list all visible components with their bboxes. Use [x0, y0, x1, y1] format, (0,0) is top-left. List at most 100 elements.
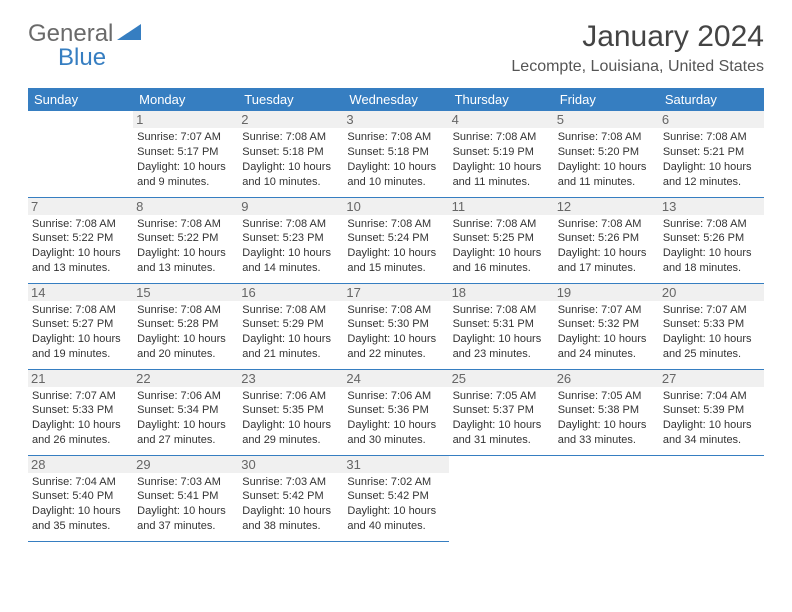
day-number: 28 — [28, 456, 133, 473]
calendar-cell: 23 Sunrise: 7:06 AMSunset: 5:35 PMDayligh… — [238, 369, 343, 455]
sunset-text: Sunset: 5:30 PM — [347, 317, 444, 332]
daylight1-text: Daylight: 10 hours — [558, 246, 655, 261]
calendar-cell: 14Sunrise: 7:08 AMSunset: 5:27 PMDayligh… — [28, 283, 133, 369]
day-header: Thursday — [449, 88, 554, 111]
calendar-cell: 22Sunrise: 7:06 AMSunset: 5:34 PMDayligh… — [133, 369, 238, 455]
sunset-text: Sunset: 5:34 PM — [137, 403, 234, 418]
daylight2-text: and 24 minutes. — [558, 347, 655, 362]
sunset-text: Sunset: 5:39 PM — [663, 403, 760, 418]
day-header: Wednesday — [343, 88, 448, 111]
calendar-cell: 19Sunrise: 7:07 AMSunset: 5:32 PMDayligh… — [554, 283, 659, 369]
day-number: 22 — [133, 370, 238, 387]
daylight2-text: and 27 minutes. — [137, 433, 234, 448]
day-number: 23 — [238, 370, 343, 387]
daylight2-text: and 35 minutes. — [32, 519, 129, 534]
sunrise-text: Sunrise: 7:02 AM — [347, 475, 444, 490]
sunrise-text: Sunrise: 7:05 AM — [453, 389, 550, 404]
daylight1-text: Daylight: 10 hours — [453, 418, 550, 433]
daylight1-text: Daylight: 10 hours — [137, 504, 234, 519]
daylight1-text: Daylight: 10 hours — [663, 246, 760, 261]
daylight2-text: and 20 minutes. — [137, 347, 234, 362]
sunset-text: Sunset: 5:22 PM — [137, 231, 234, 246]
sunset-text: Sunset: 5:33 PM — [32, 403, 129, 418]
sunset-text: Sunset: 5:41 PM — [137, 489, 234, 504]
sunset-text: Sunset: 5:42 PM — [242, 489, 339, 504]
day-number: 12 — [554, 198, 659, 215]
daylight1-text: Daylight: 10 hours — [242, 418, 339, 433]
sunrise-text: Sunrise: 7:08 AM — [453, 217, 550, 232]
month-title: January 2024 — [511, 20, 764, 54]
daylight2-text: and 37 minutes. — [137, 519, 234, 534]
day-number: 9 — [238, 198, 343, 215]
calendar-row: 1Sunrise: 7:07 AMSunset: 5:17 PMDaylight… — [28, 111, 764, 197]
daylight2-text: and 13 minutes. — [32, 261, 129, 276]
daylight2-text: and 11 minutes. — [453, 175, 550, 190]
daylight2-text: and 21 minutes. — [242, 347, 339, 362]
sunrise-text: Sunrise: 7:07 AM — [663, 303, 760, 318]
calendar-cell — [28, 111, 133, 197]
daylight1-text: Daylight: 10 hours — [242, 160, 339, 175]
sunrise-text: Sunrise: 7:08 AM — [137, 303, 234, 318]
calendar-cell: 30 Sunrise: 7:03 AMSunset: 5:42 PMDayligh… — [238, 455, 343, 541]
day-number: 3 — [343, 111, 448, 128]
daylight2-text: and 30 minutes. — [347, 433, 444, 448]
daylight1-text: Daylight: 10 hours — [558, 418, 655, 433]
calendar-cell — [554, 455, 659, 541]
sunset-text: Sunset: 5:40 PM — [32, 489, 129, 504]
daylight2-text: and 15 minutes. — [347, 261, 444, 276]
sunset-text: Sunset: 5:27 PM — [32, 317, 129, 332]
day-header: Monday — [133, 88, 238, 111]
daylight1-text: Daylight: 10 hours — [347, 246, 444, 261]
sunrise-text: Sunrise: 7:05 AM — [558, 389, 655, 404]
daylight1-text: Daylight: 10 hours — [242, 332, 339, 347]
sunrise-text: Sunrise: 7:06 AM — [242, 389, 339, 404]
daylight1-text: Daylight: 10 hours — [32, 418, 129, 433]
sunset-text: Sunset: 5:35 PM — [242, 403, 339, 418]
calendar-cell: 17Sunrise: 7:08 AMSunset: 5:30 PMDayligh… — [343, 283, 448, 369]
calendar-cell: 2Sunrise: 7:08 AMSunset: 5:18 PMDaylight… — [238, 111, 343, 197]
sunrise-text: Sunrise: 7:08 AM — [558, 130, 655, 145]
day-number: 10 — [343, 198, 448, 215]
calendar-cell: 1Sunrise: 7:07 AMSunset: 5:17 PMDaylight… — [133, 111, 238, 197]
sunrise-text: Sunrise: 7:03 AM — [242, 475, 339, 490]
location: Lecompte, Louisiana, United States — [511, 58, 764, 76]
daylight2-text: and 13 minutes. — [137, 261, 234, 276]
daylight1-text: Daylight: 10 hours — [242, 504, 339, 519]
calendar-cell: 7Sunrise: 7:08 AMSunset: 5:22 PMDaylight… — [28, 197, 133, 283]
day-number: 31 — [343, 456, 448, 473]
header: General Blue January 2024 Lecompte, Loui… — [28, 20, 764, 76]
sunset-text: Sunset: 5:17 PM — [137, 145, 234, 160]
day-number: 14 — [28, 284, 133, 301]
daylight2-text: and 11 minutes. — [558, 175, 655, 190]
calendar-cell: 9Sunrise: 7:08 AMSunset: 5:23 PMDaylight… — [238, 197, 343, 283]
daylight1-text: Daylight: 10 hours — [663, 160, 760, 175]
day-number: 20 — [659, 284, 764, 301]
calendar-cell — [659, 455, 764, 541]
sunrise-text: Sunrise: 7:08 AM — [242, 303, 339, 318]
calendar-row: 21Sunrise: 7:07 AMSunset: 5:33 PMDayligh… — [28, 369, 764, 455]
calendar-cell: 24Sunrise: 7:06 AMSunset: 5:36 PMDayligh… — [343, 369, 448, 455]
sunrise-text: Sunrise: 7:08 AM — [663, 130, 760, 145]
daylight2-text: and 12 minutes. — [663, 175, 760, 190]
sunset-text: Sunset: 5:20 PM — [558, 145, 655, 160]
day-header-row: Sunday Monday Tuesday Wednesday Thursday… — [28, 88, 764, 111]
day-number: 15 — [133, 284, 238, 301]
daylight1-text: Daylight: 10 hours — [137, 160, 234, 175]
daylight2-text: and 29 minutes. — [242, 433, 339, 448]
sunrise-text: Sunrise: 7:08 AM — [663, 217, 760, 232]
sunrise-text: Sunrise: 7:06 AM — [347, 389, 444, 404]
sunrise-text: Sunrise: 7:04 AM — [663, 389, 760, 404]
day-number: 30 — [238, 456, 343, 473]
sunrise-text: Sunrise: 7:08 AM — [242, 217, 339, 232]
sunset-text: Sunset: 5:21 PM — [663, 145, 760, 160]
day-header: Sunday — [28, 88, 133, 111]
day-number: 7 — [28, 198, 133, 215]
day-number: 8 — [133, 198, 238, 215]
sunset-text: Sunset: 5:26 PM — [558, 231, 655, 246]
daylight2-text: and 23 minutes. — [453, 347, 550, 362]
sunset-text: Sunset: 5:32 PM — [558, 317, 655, 332]
daylight2-text: and 31 minutes. — [453, 433, 550, 448]
day-number: 4 — [449, 111, 554, 128]
day-number: 6 — [659, 111, 764, 128]
calendar-cell: 4Sunrise: 7:08 AMSunset: 5:19 PMDaylight… — [449, 111, 554, 197]
